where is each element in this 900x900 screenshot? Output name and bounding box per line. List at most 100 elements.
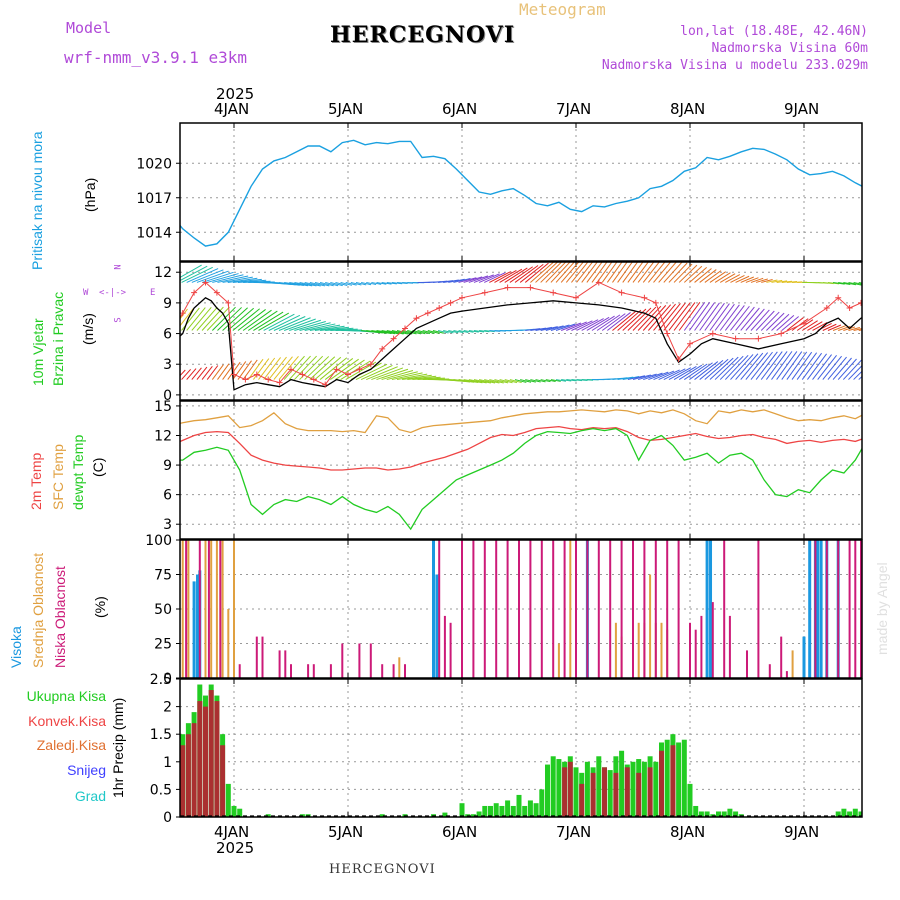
wind-arrow	[781, 280, 793, 283]
wind-arrow	[668, 367, 692, 380]
wind-arrow	[678, 364, 703, 380]
wind-arrow	[222, 276, 253, 283]
cloud-bar	[196, 574, 200, 678]
wind-arrow	[637, 262, 655, 283]
wind-arrow	[453, 330, 464, 334]
wind-arrow	[540, 326, 558, 331]
wind-arrow	[253, 311, 284, 331]
gust-marker	[675, 356, 682, 363]
wind-arrow	[180, 308, 194, 327]
wind-arrow	[689, 362, 713, 380]
wind-arrow	[288, 355, 311, 380]
wind-arrow	[232, 361, 247, 380]
wind-arrow	[791, 351, 813, 380]
top-day-label: 6JAN	[442, 100, 478, 118]
wind-arrow	[263, 357, 281, 380]
gust-marker	[276, 379, 283, 386]
gust-marker	[459, 294, 465, 301]
cloud-bar	[506, 540, 509, 678]
cloud-bar	[529, 540, 532, 678]
wind-arrow	[842, 359, 862, 380]
y-tick-label: 2.5	[150, 672, 172, 688]
wind-arrow	[766, 279, 778, 283]
precip-bar	[527, 800, 533, 817]
precip-bar	[231, 805, 237, 817]
gust-marker	[310, 376, 317, 383]
wind-arrow	[504, 267, 528, 283]
series-line-pressure	[180, 139, 862, 247]
wind-arrow	[735, 275, 750, 283]
wind-arrow	[755, 351, 778, 380]
wind-arrow	[760, 351, 783, 380]
wind-arrow	[576, 262, 594, 283]
cloud-bar	[637, 622, 640, 678]
wind-arrow	[237, 309, 266, 331]
precip-bar	[864, 811, 869, 817]
precip-bar	[653, 761, 659, 817]
cloud-bar	[666, 540, 669, 678]
wind-arrow	[827, 281, 840, 285]
cloud-bar	[768, 664, 771, 678]
wind-arrow	[617, 309, 642, 331]
wind-arrow	[273, 316, 306, 331]
wind-arrow	[766, 312, 785, 331]
wind-arrow	[730, 354, 754, 380]
precip-bar	[516, 794, 522, 817]
wind-arrow	[396, 281, 408, 285]
wind-arrow	[566, 379, 577, 382]
precip-bar	[579, 783, 585, 817]
precip-bar	[613, 772, 619, 817]
wind-arrow	[407, 375, 437, 381]
wind-arrow	[237, 279, 267, 283]
wind-arrow	[694, 361, 719, 380]
bottom-day-label: 7JAN	[556, 823, 592, 841]
precip-bar	[208, 690, 214, 817]
wind-arrow	[530, 379, 541, 383]
precip-bar	[693, 805, 699, 817]
wind-arrow	[381, 329, 400, 335]
cloud-bar	[632, 540, 634, 678]
precip-bar	[573, 767, 579, 817]
precip-bar	[237, 808, 243, 817]
wind-arrow	[484, 379, 500, 384]
precip-bar	[550, 756, 556, 817]
precip-bar	[647, 767, 653, 817]
wind-arrow	[566, 321, 587, 331]
wind-arrow	[591, 315, 615, 331]
cloud-bar	[705, 540, 709, 678]
wind-arrow	[719, 304, 740, 331]
gust-marker	[367, 361, 374, 368]
wind-arrow	[494, 269, 517, 283]
wind-arrow	[601, 313, 626, 331]
wind-arrow	[361, 281, 372, 286]
y-tick-label: 0.5	[150, 782, 172, 798]
precip-bar	[220, 745, 226, 817]
wind-arrow	[838, 281, 851, 285]
wind-arrow	[242, 309, 272, 331]
top-day-label: 9JAN	[784, 100, 820, 118]
wind-arrow	[258, 312, 290, 331]
wind-arrow	[586, 316, 610, 331]
precip-bar	[488, 805, 493, 817]
wind-arrow	[530, 327, 547, 331]
cloud-bar	[757, 540, 760, 678]
wind-arrow	[345, 281, 357, 286]
cloud-bar	[284, 650, 287, 678]
wind-arrow	[366, 281, 377, 286]
cloud-bar	[181, 540, 184, 678]
compass-e: E	[150, 288, 156, 298]
precip-bar	[602, 767, 607, 817]
cloud-bar	[677, 540, 680, 678]
gust-marker	[242, 376, 249, 383]
wind-arrow	[807, 353, 827, 380]
precip-bar	[687, 783, 693, 817]
gust-marker	[447, 299, 454, 306]
gust-marker	[664, 330, 671, 337]
precip-legend-item: Konvek.Kisa	[28, 713, 106, 729]
y-tick-label: 100	[145, 533, 172, 549]
y-tick-label: 12	[154, 429, 172, 445]
wind-arrow	[509, 379, 522, 384]
series-line-2m-temp	[180, 425, 862, 471]
precip-legend-item: Snijeg	[67, 762, 106, 778]
wind-arrow	[817, 354, 837, 380]
